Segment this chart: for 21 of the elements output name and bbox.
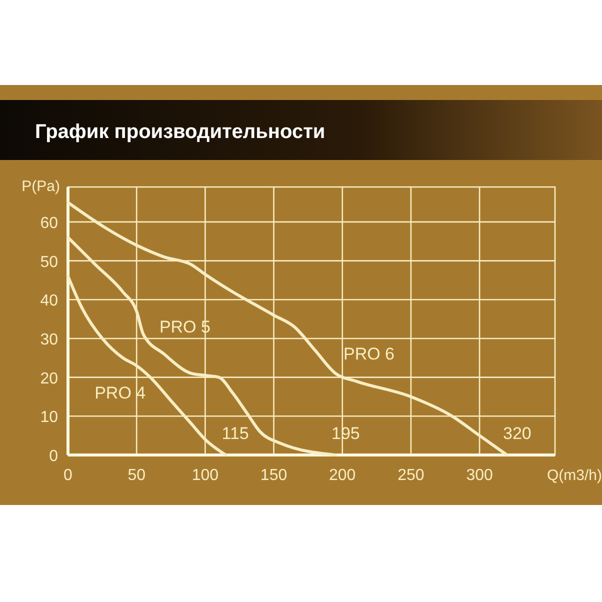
annotation: 115 bbox=[222, 424, 249, 443]
x-tick-label: 0 bbox=[64, 467, 73, 484]
y-tick-label: 60 bbox=[40, 214, 58, 232]
x-tick-label: 150 bbox=[260, 467, 288, 484]
x-tick-label: 200 bbox=[329, 467, 356, 484]
y-tick-label: 20 bbox=[40, 370, 58, 388]
x-axis-title: Q(m3/h) bbox=[547, 467, 602, 484]
y-tick-label: 40 bbox=[40, 292, 58, 310]
x-tick-label: 100 bbox=[192, 467, 219, 484]
y-axis-title: P(Pa) bbox=[22, 178, 60, 195]
series-label: PRO 4 bbox=[94, 384, 146, 403]
x-tick-label: 300 bbox=[466, 467, 493, 484]
y-tick-label: 10 bbox=[40, 409, 58, 426]
y-tick-label: 0 bbox=[49, 448, 58, 465]
x-tick-label: 250 bbox=[398, 467, 424, 484]
y-tick-label: 30 bbox=[40, 331, 58, 348]
annotation: 320 bbox=[502, 424, 532, 443]
chart-title: График производительности bbox=[35, 121, 326, 143]
series-label: PRO 6 bbox=[344, 344, 395, 364]
y-tick-label: 50 bbox=[40, 254, 58, 271]
x-tick-label: 50 bbox=[128, 467, 146, 484]
